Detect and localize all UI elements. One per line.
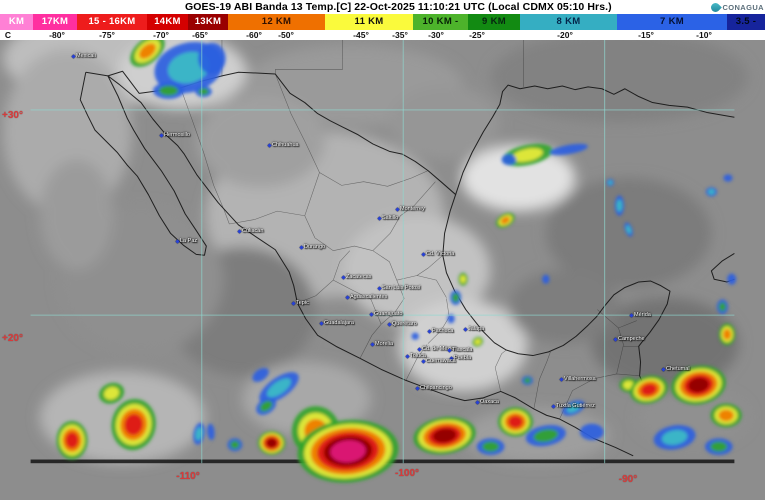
temperature-tick: -35° [392,30,408,40]
temperature-tick: -25° [469,30,485,40]
convection-cell [260,400,273,412]
convection-cell [566,403,581,413]
convection-cell [452,293,460,303]
scale-segment: 14KM [147,14,188,30]
convection-cell [195,427,203,441]
temperature-tick: -45° [353,30,369,40]
scale-segment: 17KM [33,14,77,30]
coastline-pacific-baja [79,72,634,457]
convection-cell [500,216,510,224]
temperature-tick: -15° [638,30,654,40]
conagua-logo-text: CONAGUA [722,2,764,12]
convection-cell [508,415,523,428]
convection-cell [103,386,120,400]
convection-cell [727,273,737,285]
grid-layer [30,40,735,464]
scale-segment: 7 KM [617,14,727,30]
temperature-tick: -75° [99,30,115,40]
convection-cell [616,199,623,212]
convection-cell [447,314,455,324]
convection-cell [708,188,715,195]
convection-cell [549,143,588,156]
scale-segment: 9 KM [468,14,520,30]
convection-cell [266,438,277,448]
convection-cell [533,429,559,443]
convection-cell [139,43,156,59]
convection-cell [460,275,466,284]
temperature-tick: -60° [246,30,262,40]
temperature-tick: -65° [192,30,208,40]
convection-cell [723,174,733,182]
color-scale: KM 17KM 15 - 16KM 14KM 13KM 12 KM 11 KM 10 KM -… [0,14,765,30]
convection-cell [524,377,531,384]
convection-cell [723,329,732,340]
convection-cell [252,367,269,382]
temperature-tick: -80° [49,30,65,40]
convection-cell [482,441,500,452]
scale-segment: 15 - 16KM [77,14,147,30]
convection-cell [542,274,550,284]
temperature-tick: -10° [696,30,712,40]
convection-cell [65,432,79,449]
convection-cell [159,85,179,96]
convection-cell [688,377,709,393]
scale-segment: KM [0,14,33,30]
convection-cell [501,154,517,166]
convection-cell [710,441,728,452]
convection-cell [474,338,481,345]
scale-segment: 12 KM [228,14,325,30]
satellite-imagery [3,40,749,483]
convection-cell [266,378,292,398]
state-borders-layer [180,40,640,420]
convection-cell [607,180,613,185]
coastline-us-gulf [455,84,735,195]
temperature-tick: -30° [428,30,444,40]
temperature-tick: -70° [153,30,169,40]
convection-cell [124,413,143,436]
scale-segment: 13KM [188,14,228,30]
conagua-logo: CONAGUA [709,0,764,14]
temperature-tick: -50° [278,30,294,40]
image-title: GOES-19 ABI Banda 13 Temp.[C] 22-Oct-202… [185,1,612,13]
convection-cell [718,409,734,422]
satellite-map: +30° +20° -110° -100° -90° Mexicali Hermosillo… [0,40,765,500]
scale-segment: 3.5 - [727,14,765,30]
convection-cell [198,88,209,95]
convection-cell [511,148,543,162]
scale-segment: 8 KM [520,14,617,30]
water-drop-icon [709,0,723,14]
convection-cell [661,429,688,445]
convection-cell [411,332,419,340]
convection-cell [625,225,632,234]
convection-cell [579,423,604,441]
temperature-scale: C -80° -75° -70° -65° -60° -50° -45° -35° -30° -25… [0,30,765,40]
temperature-tick: -20° [557,30,573,40]
convection-cell [640,383,657,396]
convection-layer [56,40,742,483]
convection-cell [207,423,215,441]
convection-cell [198,42,226,75]
convection-cell [330,440,366,463]
temperature-tick: C [4,30,12,40]
convection-cell [432,428,457,443]
convection-cell [230,440,240,449]
scale-segment: 10 KM - [413,14,468,30]
convection-cell [719,302,726,312]
scale-segment: 11 KM [325,14,413,30]
title-bar: GOES-19 ABI Banda 13 Temp.[C] 22-Oct-202… [0,0,765,14]
